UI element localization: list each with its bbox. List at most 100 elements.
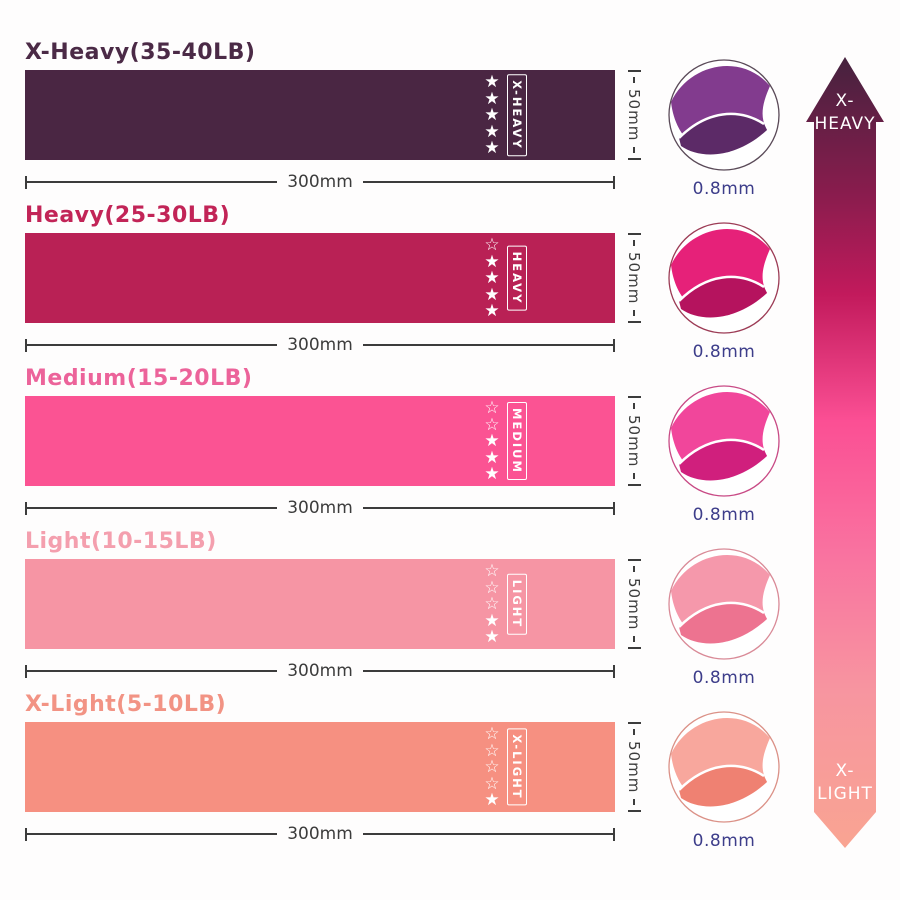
dimension-tick: [25, 501, 27, 515]
band-fold-underside: [679, 113, 767, 155]
star-rating: ☆ ☆ ☆ ★ ★: [483, 561, 501, 647]
height-value: 50mm: [625, 251, 643, 305]
dimension-line: [633, 403, 635, 410]
dimension-line: [362, 507, 614, 509]
dimension-line: [633, 472, 635, 479]
dimension-tick: [613, 175, 616, 189]
circle-outline: [668, 385, 780, 497]
star-outline-icon: ☆: [484, 740, 500, 761]
thickness-value: 0.8mm: [692, 179, 756, 199]
band-level-label: X-HEAVY: [507, 74, 527, 156]
band-roll-image: [668, 59, 780, 171]
band-title: Medium(15-20LB): [25, 366, 253, 391]
band-roll-photo: 0.8mm: [667, 710, 781, 851]
dimension-tick: [613, 664, 616, 678]
dimension-line: [633, 798, 635, 805]
scale-arrow-shape: [806, 57, 884, 848]
star-outline-icon: ☆: [484, 398, 500, 418]
star-filled-icon: ★: [484, 301, 500, 321]
dimension-tick: [613, 338, 616, 352]
star-filled-icon: ★: [484, 627, 500, 647]
star-outline-icon: ☆: [484, 561, 500, 581]
dimension-line: [362, 181, 614, 183]
band-level-label: HEAVY: [507, 245, 527, 311]
star-filled-icon: ★: [484, 284, 500, 305]
band-roll-image: [668, 385, 780, 497]
resistance-band: ★ ★ ★ ★ ★ X-HEAVY: [25, 70, 615, 160]
width-dimension: 300mm: [25, 172, 616, 192]
band-row: Medium(15-20LB) ☆ ☆ ★ ★ ★ MEDIUM 300mm 50mm: [0, 366, 900, 529]
dimension-line: [633, 77, 635, 84]
star-filled-icon: ★: [484, 790, 500, 810]
band-fold-edge: [678, 275, 765, 302]
band-title: Heavy(25-30LB): [25, 203, 231, 228]
band-title: X-Heavy(35-40LB): [25, 40, 256, 65]
band-roll-photo: 0.8mm: [667, 384, 781, 525]
circle-outline: [668, 222, 780, 334]
height-dimension: 50mm: [624, 70, 644, 160]
star-outline-icon: ☆: [484, 724, 500, 744]
dimension-tick: [25, 175, 27, 189]
width-value: 300mm: [287, 660, 353, 681]
band-roll-photo: 0.8mm: [667, 221, 781, 362]
thickness-value: 0.8mm: [692, 505, 756, 525]
band-fold-underside: [679, 439, 767, 481]
dimension-tick: [613, 827, 616, 841]
band-roll-image: [668, 222, 780, 334]
thickness-value: 0.8mm: [692, 342, 756, 362]
band-fold-underside: [679, 765, 767, 807]
band-roll-image: [668, 711, 780, 823]
star-outline-icon: ☆: [484, 594, 500, 614]
scale-bottom-label: X- LIGHT: [795, 760, 895, 806]
star-outline-icon: ☆: [484, 577, 500, 598]
resistance-band: ☆ ☆ ★ ★ ★ MEDIUM: [25, 396, 615, 486]
star-outline-icon: ☆: [484, 235, 500, 255]
band-level-label: LIGHT: [507, 573, 527, 635]
scale-bottom-label-line2: LIGHT: [817, 784, 873, 804]
circle-outline: [668, 59, 780, 171]
dimension-tick: [25, 664, 27, 678]
dimension-line: [27, 344, 278, 346]
band-row: Heavy(25-30LB) ☆ ★ ★ ★ ★ HEAVY 300mm 50mm: [0, 203, 900, 366]
height-value: 50mm: [625, 577, 643, 631]
star-filled-icon: ★: [484, 105, 500, 125]
dimension-tick: [627, 396, 641, 398]
thickness-value: 0.8mm: [692, 831, 756, 851]
dimension-line: [633, 240, 635, 247]
height-dimension: 50mm: [624, 722, 644, 812]
star-filled-icon: ★: [484, 431, 500, 451]
dimension-line: [633, 309, 635, 316]
scale-arrow-graphic: [806, 57, 884, 848]
band-level-label: X-LIGHT: [507, 728, 527, 806]
star-outline-icon: ☆: [484, 414, 500, 435]
star-filled-icon: ★: [484, 121, 500, 142]
height-dimension: 50mm: [624, 233, 644, 323]
dimension-line: [633, 635, 635, 642]
resistance-band: ☆ ☆ ☆ ★ ★ LIGHT: [25, 559, 615, 649]
star-filled-icon: ★: [484, 447, 500, 468]
height-dimension: 50mm: [624, 396, 644, 486]
height-value: 50mm: [625, 88, 643, 142]
resistance-scale-arrow: X- HEAVY X- LIGHT: [795, 0, 900, 900]
band-title: X-Light(5-10LB): [25, 692, 227, 717]
dimension-tick: [25, 827, 27, 841]
width-dimension: 300mm: [25, 335, 616, 355]
scale-top-label-line1: X-: [835, 91, 855, 111]
dimension-line: [362, 833, 614, 835]
dimension-line: [362, 344, 614, 346]
dimension-line: [633, 146, 635, 153]
star-filled-icon: ★: [484, 610, 500, 631]
circle-outline: [668, 711, 780, 823]
width-value: 300mm: [287, 497, 353, 518]
circle-outline: [668, 548, 780, 660]
dimension-line: [27, 181, 278, 183]
star-filled-icon: ★: [484, 464, 500, 484]
dimension-tick: [627, 647, 641, 649]
band-title: Light(10-15LB): [25, 529, 217, 554]
band-row: X-Light(5-10LB) ☆ ☆ ☆ ☆ ★ X-LIGHT 300mm 50mm: [0, 692, 900, 855]
band-level-label: MEDIUM: [507, 402, 527, 480]
dimension-tick: [627, 158, 641, 160]
star-filled-icon: ★: [484, 138, 500, 158]
star-rating: ☆ ☆ ★ ★ ★: [483, 398, 501, 484]
width-dimension: 300mm: [25, 497, 616, 518]
